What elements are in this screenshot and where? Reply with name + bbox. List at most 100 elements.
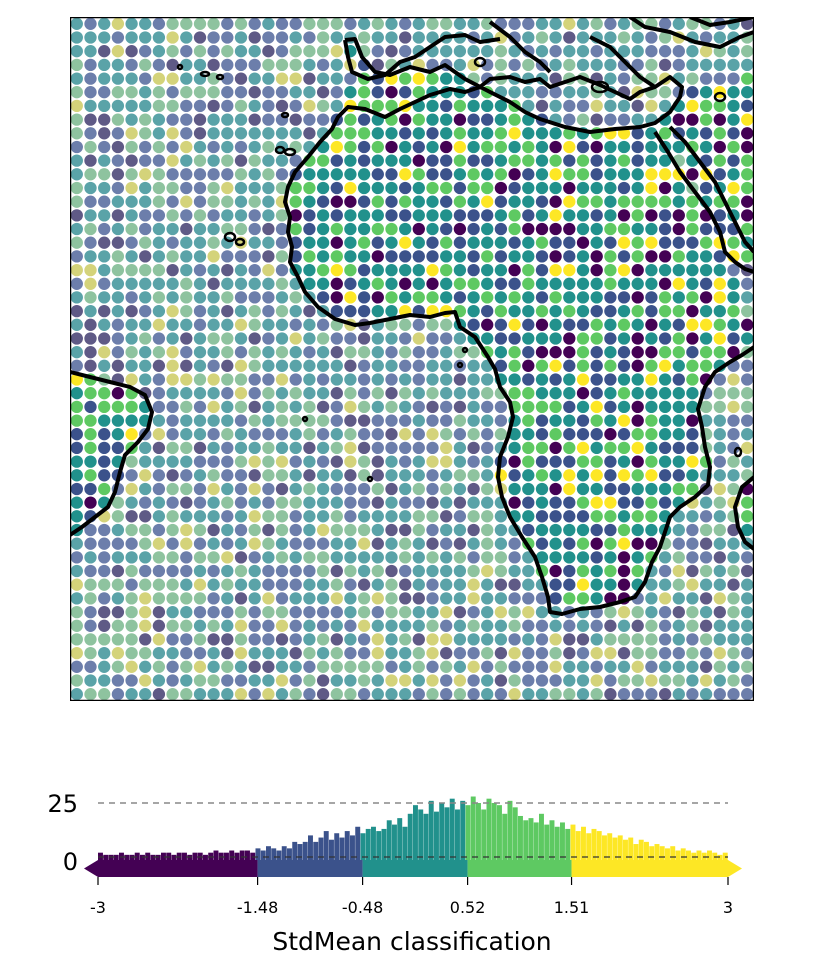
ocean-dot bbox=[207, 646, 220, 660]
histogram-bar bbox=[460, 800, 466, 860]
ocean-dot bbox=[604, 660, 617, 673]
land-dot bbox=[426, 209, 439, 222]
ocean-dot bbox=[152, 537, 166, 550]
ocean-dot bbox=[316, 373, 330, 386]
ocean-dot bbox=[193, 660, 207, 673]
land-dot bbox=[563, 537, 576, 550]
histogram-bar bbox=[292, 841, 298, 860]
ocean-dot bbox=[289, 17, 302, 30]
land-dot bbox=[741, 222, 754, 236]
ocean-dot bbox=[152, 523, 166, 537]
histogram-bar bbox=[150, 854, 156, 860]
ocean-dot bbox=[275, 277, 289, 290]
ocean-dot bbox=[234, 660, 248, 673]
land-dot bbox=[699, 332, 713, 345]
ocean-dot bbox=[166, 619, 179, 632]
land-dot bbox=[508, 469, 521, 482]
land-dot bbox=[330, 154, 343, 167]
ocean-dot bbox=[467, 551, 480, 564]
ocean-dot bbox=[166, 263, 179, 277]
ocean-dot bbox=[713, 688, 726, 701]
ocean-dot bbox=[658, 17, 672, 30]
histogram-bar bbox=[355, 826, 361, 860]
ocean-dot bbox=[330, 688, 343, 701]
ocean-dot bbox=[207, 209, 220, 222]
land-dot bbox=[631, 373, 644, 386]
ocean-dot bbox=[453, 17, 467, 30]
ocean-dot bbox=[84, 578, 97, 591]
land-dot bbox=[563, 236, 576, 249]
ocean-dot bbox=[275, 181, 289, 195]
ocean-dot bbox=[180, 496, 193, 509]
ocean-dot bbox=[221, 359, 234, 372]
land-dot bbox=[590, 168, 603, 181]
ocean-dot bbox=[207, 222, 220, 236]
ocean-dot bbox=[139, 154, 152, 167]
land-dot bbox=[617, 523, 631, 537]
ocean-dot bbox=[344, 346, 357, 359]
land-dot bbox=[289, 222, 302, 236]
ocean-dot bbox=[275, 646, 289, 660]
land-dot bbox=[604, 564, 617, 578]
ocean-dot bbox=[344, 373, 357, 386]
ocean-dot bbox=[713, 58, 726, 72]
ocean-dot bbox=[207, 633, 220, 646]
ocean-dot bbox=[248, 195, 261, 208]
land-dot bbox=[686, 387, 699, 400]
ocean-dot bbox=[303, 660, 316, 673]
ocean-dot bbox=[741, 291, 754, 304]
ocean-dot bbox=[453, 373, 467, 386]
ocean-dot bbox=[426, 482, 439, 496]
ocean-dot bbox=[262, 250, 275, 263]
ocean-dot bbox=[371, 510, 384, 523]
ocean-dot bbox=[139, 318, 152, 331]
ocean-dot bbox=[344, 523, 357, 537]
ocean-dot bbox=[508, 564, 521, 578]
ocean-dot bbox=[207, 674, 220, 687]
ocean-dot bbox=[481, 619, 494, 632]
ocean-dot bbox=[741, 578, 754, 591]
land-dot bbox=[494, 277, 508, 290]
land-dot bbox=[563, 195, 576, 208]
ocean-dot bbox=[412, 332, 425, 345]
ocean-dot bbox=[234, 86, 248, 99]
land-dot bbox=[590, 523, 603, 537]
ocean-dot bbox=[371, 428, 384, 441]
land-dot bbox=[289, 181, 302, 195]
ocean-dot bbox=[221, 291, 234, 304]
land-dot bbox=[604, 154, 617, 167]
ocean-dot bbox=[248, 127, 261, 140]
ocean-dot bbox=[84, 86, 97, 99]
land-dot bbox=[98, 441, 111, 455]
ocean-dot bbox=[590, 58, 603, 72]
land-dot bbox=[645, 236, 658, 249]
ocean-dot bbox=[727, 414, 740, 427]
ocean-dot bbox=[316, 387, 330, 400]
ocean-dot bbox=[248, 86, 261, 99]
ocean-dot bbox=[84, 45, 97, 58]
ocean-dot bbox=[741, 277, 754, 290]
ocean-dot bbox=[180, 72, 193, 85]
ocean-dot bbox=[248, 291, 261, 304]
ocean-dot bbox=[152, 633, 166, 646]
histogram-bar bbox=[365, 828, 371, 860]
land-dot bbox=[631, 551, 644, 564]
land-dot bbox=[535, 140, 549, 154]
land-dot bbox=[672, 291, 685, 304]
ocean-dot bbox=[193, 236, 207, 249]
ocean-dot bbox=[412, 633, 425, 646]
ocean-dot bbox=[481, 469, 494, 482]
ocean-dot bbox=[686, 633, 699, 646]
ocean-dot bbox=[166, 441, 179, 455]
histogram-bar bbox=[476, 803, 481, 860]
ocean-dot bbox=[180, 660, 193, 673]
ocean-dot bbox=[207, 551, 220, 564]
land-dot bbox=[316, 154, 330, 167]
ocean-dot bbox=[481, 674, 494, 687]
ocean-dot bbox=[180, 605, 193, 619]
ocean-dot bbox=[412, 455, 425, 468]
ocean-dot bbox=[166, 400, 179, 414]
ocean-dot bbox=[180, 17, 193, 30]
ocean-dot bbox=[357, 578, 371, 591]
ocean-dot bbox=[221, 414, 234, 427]
